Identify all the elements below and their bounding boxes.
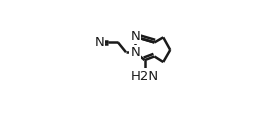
- Text: N: N: [94, 36, 104, 49]
- Text: N: N: [130, 30, 140, 43]
- Text: N: N: [130, 46, 140, 59]
- Text: H2N: H2N: [130, 69, 159, 83]
